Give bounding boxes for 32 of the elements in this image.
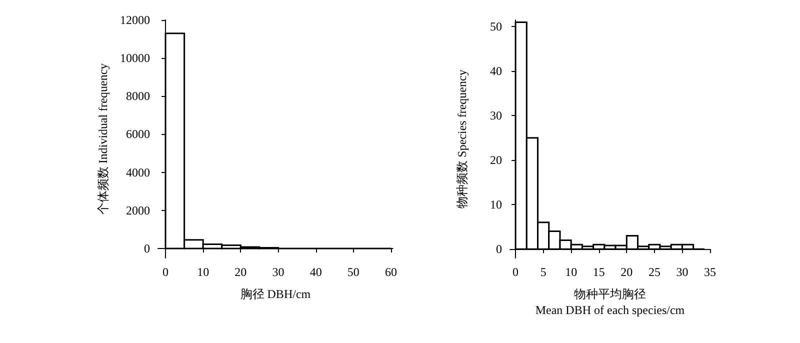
x-tick-label: 30	[676, 265, 688, 279]
y-tick-label: 2000	[126, 203, 150, 218]
y-tick-label: 10	[490, 198, 502, 212]
x-tick-label: 5	[540, 265, 546, 279]
y-tick-label: 12000	[120, 13, 150, 27]
x-tick-label: 30	[272, 265, 284, 279]
x-tick-label: 15	[592, 265, 605, 279]
y-tick-label: 8000	[126, 89, 150, 104]
x-tick-label: 10	[197, 265, 210, 279]
x-tick-label: 60	[385, 265, 397, 279]
x-tick-label: 20	[620, 265, 633, 279]
y-tick-label: 0	[496, 242, 502, 256]
y-axis-title: 物种频数 Species frequency	[455, 70, 469, 208]
x-tick-label: 20	[234, 265, 247, 279]
x-tick-label: 0	[512, 265, 519, 279]
y-tick-label: 40	[490, 64, 502, 78]
y-tick-label: 20	[490, 153, 502, 168]
y-tick-label: 30	[490, 108, 502, 123]
x-axis-title: 物种平均胸径 Mean DBH of each species/cm	[535, 287, 686, 317]
x-tick-label: 50	[347, 265, 360, 279]
y-tick-label: 4000	[126, 165, 150, 180]
y-tick-label: 10000	[120, 51, 150, 66]
y-tick-label: 50	[490, 20, 502, 34]
x-axis-title: 胸径 DBH/cm	[240, 287, 312, 301]
x-tick-label: 40	[310, 265, 322, 279]
x-tick-label: 25	[648, 265, 660, 279]
y-tick-label: 6000	[126, 127, 150, 142]
x-tick-label: 35	[704, 265, 716, 279]
x-tick-label: 0	[162, 265, 169, 279]
y-tick-label: 0	[144, 241, 150, 256]
x-tick-label: 10	[565, 265, 578, 279]
y-axis-title: 个体频数 Individual frequency	[96, 63, 110, 215]
